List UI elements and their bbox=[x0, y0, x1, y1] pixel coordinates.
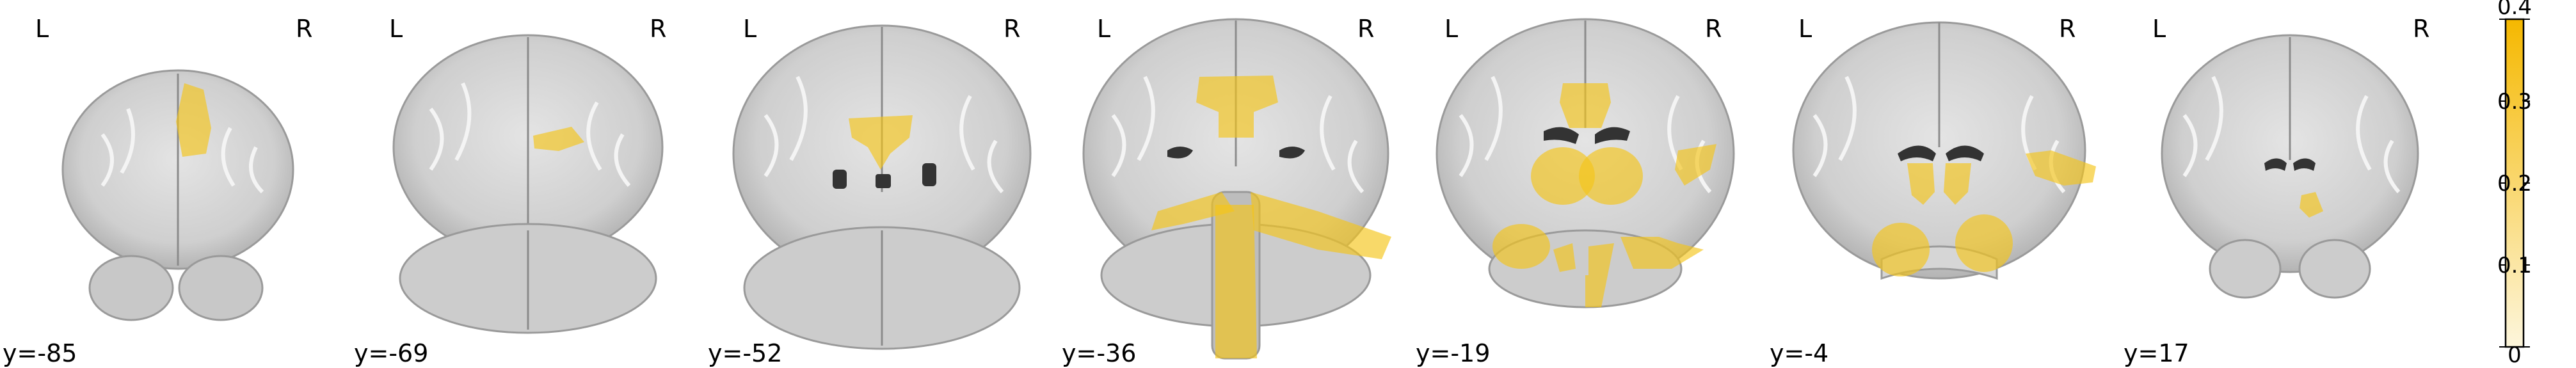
brain-slice-image bbox=[2161, 34, 2419, 299]
slice-coordinate-label: y=17 bbox=[2124, 339, 2189, 367]
slice-panel-7: L R y=17 bbox=[2124, 15, 2429, 367]
slice-coordinate-label: y=-36 bbox=[1062, 339, 1136, 367]
slice-panel-5: L R y=-19 bbox=[1416, 15, 1735, 367]
colorbar-tick-label: 0.2 bbox=[2497, 171, 2532, 196]
left-orientation-label: L bbox=[35, 15, 49, 43]
colorbar-tick-label: 0.1 bbox=[2497, 253, 2532, 278]
slice-panel-3: L R y=-52 bbox=[708, 15, 1032, 367]
brain-slice-image bbox=[732, 24, 1032, 350]
right-orientation-label: R bbox=[2413, 15, 2429, 43]
slice-panel-6: L R y=-4 bbox=[1770, 15, 2096, 367]
left-orientation-label: L bbox=[389, 15, 403, 43]
right-orientation-label: R bbox=[1004, 15, 1020, 43]
activation-overlay bbox=[176, 83, 211, 157]
activation-overlay bbox=[1872, 150, 2096, 276]
colorbar-tick-label: 0 bbox=[2508, 342, 2522, 368]
left-orientation-label: L bbox=[1444, 15, 1458, 43]
colorbar-tick-label: 0.4 bbox=[2497, 0, 2532, 20]
slice-panel-2: L R y=-69 bbox=[354, 15, 666, 367]
slice-coordinate-label: y=-52 bbox=[708, 339, 782, 367]
activation-overlay bbox=[533, 127, 584, 151]
activation-overlay bbox=[849, 115, 913, 170]
colorbar: 0.4 0.3 0.2 0.1 0 bbox=[2497, 0, 2532, 368]
right-orientation-label: R bbox=[1705, 15, 1722, 43]
left-orientation-label: L bbox=[1097, 15, 1110, 43]
brain-slice-image bbox=[61, 69, 294, 321]
right-orientation-label: R bbox=[2059, 15, 2076, 43]
left-orientation-label: L bbox=[1798, 15, 1812, 43]
activation-overlay bbox=[2300, 192, 2323, 218]
slice-coordinate-label: y=-19 bbox=[1416, 339, 1490, 367]
slice-panel-1: L R y=-85 bbox=[3, 15, 312, 367]
slice-coordinate-label: y=-4 bbox=[1770, 339, 1828, 367]
activation-overlay bbox=[1151, 76, 1391, 358]
right-orientation-label: R bbox=[650, 15, 666, 43]
slice-coordinate-label: y=-69 bbox=[354, 339, 428, 367]
colorbar-tick-label: 0.3 bbox=[2497, 89, 2532, 115]
right-orientation-label: R bbox=[296, 15, 312, 43]
activation-overlay bbox=[1492, 83, 1716, 307]
left-orientation-label: L bbox=[743, 15, 756, 43]
slice-coordinate-label: y=-85 bbox=[3, 339, 77, 367]
colorbar-ticks: 0.4 0.3 0.2 0.1 0 bbox=[2497, 0, 2532, 368]
slice-panel-4: L R y=-36 bbox=[1062, 15, 1391, 367]
brain-slice-image bbox=[392, 34, 664, 334]
left-orientation-label: L bbox=[2152, 15, 2166, 43]
brain-slice-image bbox=[1792, 21, 2086, 280]
right-orientation-label: R bbox=[1357, 15, 1374, 43]
